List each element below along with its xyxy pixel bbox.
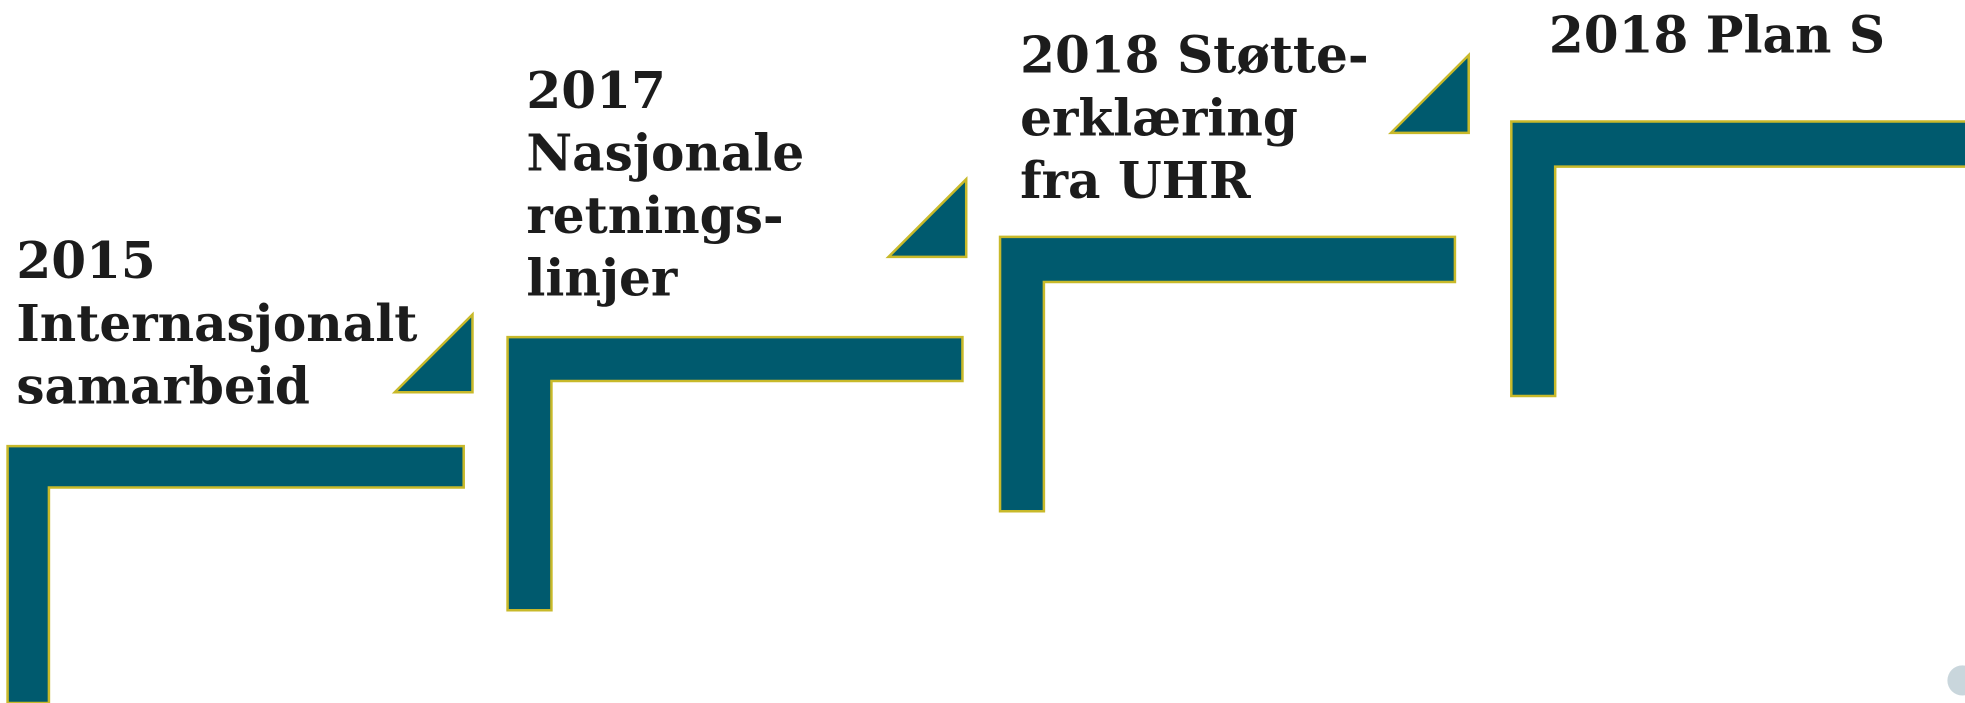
shapes [6, 52, 1965, 703]
step-label: linjer [526, 249, 678, 308]
step-label: fra UHR [1020, 151, 1251, 210]
step-label: 2015 [16, 231, 155, 290]
step-shape [506, 335, 964, 612]
step-arrow [1387, 52, 1470, 135]
step-shape [998, 235, 1457, 513]
step-label: Internasjonalt [16, 294, 417, 353]
decoration [1947, 665, 1965, 696]
step-label: 2018 Plan S [1549, 6, 1885, 65]
step-label: 2018 Støtte- [1020, 26, 1369, 85]
step-shape [6, 444, 465, 703]
step-arrow [885, 176, 968, 259]
step-label: erklæring [1020, 88, 1298, 147]
step-label: 2017 [526, 61, 665, 120]
step-shape [1510, 120, 1965, 398]
step-label: retnings- [526, 186, 783, 245]
step-arrow [391, 311, 474, 394]
step-label: Nasjonale [526, 123, 804, 182]
step-label: samarbeid [16, 357, 310, 416]
